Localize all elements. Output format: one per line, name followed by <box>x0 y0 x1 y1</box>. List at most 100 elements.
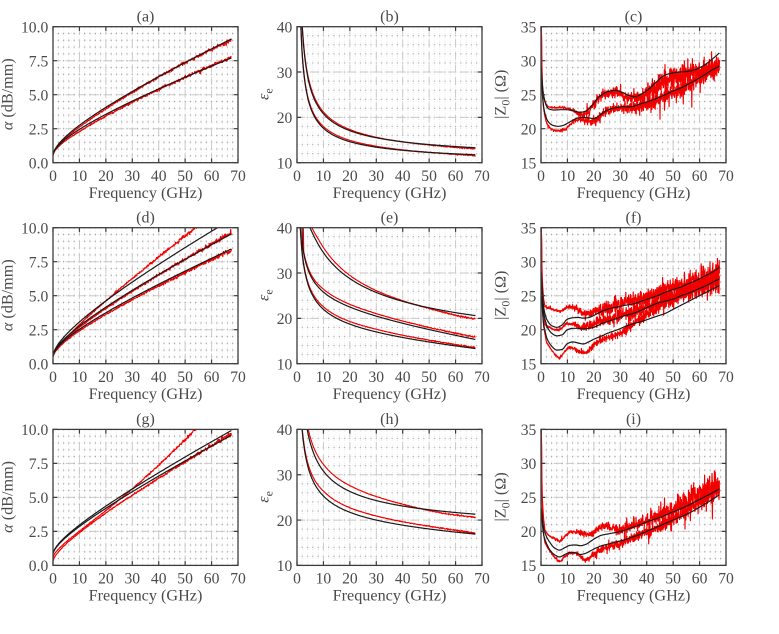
svg-text:30: 30 <box>369 369 385 386</box>
svg-text:Frequency (GHz): Frequency (GHz) <box>333 385 447 403</box>
svg-text:0: 0 <box>537 369 545 386</box>
svg-text:20: 20 <box>98 571 114 588</box>
svg-text:50: 50 <box>177 571 193 588</box>
svg-text:0: 0 <box>537 571 545 588</box>
svg-text:35: 35 <box>521 422 537 439</box>
svg-text:(h): (h) <box>380 411 399 428</box>
svg-text:α (dB/mm): α (dB/mm) <box>0 259 16 331</box>
svg-text:60: 60 <box>692 168 708 185</box>
svg-text:0: 0 <box>49 168 57 185</box>
svg-text:25: 25 <box>521 490 537 507</box>
svg-text:70: 70 <box>230 168 246 185</box>
svg-text:(c): (c) <box>625 8 643 25</box>
svg-text:30: 30 <box>369 168 385 185</box>
svg-text:α (dB/mm): α (dB/mm) <box>0 461 16 533</box>
svg-text:25: 25 <box>521 88 537 105</box>
svg-text:50: 50 <box>421 369 437 386</box>
svg-text:20: 20 <box>586 571 602 588</box>
svg-text:40: 40 <box>277 221 293 238</box>
svg-text:40: 40 <box>151 571 167 588</box>
svg-text:|Z0| (Ω): |Z0| (Ω) <box>491 271 512 320</box>
svg-text:0.0: 0.0 <box>29 558 49 575</box>
svg-text:10: 10 <box>72 571 88 588</box>
svg-text:70: 70 <box>718 571 734 588</box>
svg-text:10: 10 <box>277 156 293 173</box>
svg-text:20: 20 <box>521 524 537 541</box>
svg-text:60: 60 <box>692 571 708 588</box>
svg-text:Frequency (GHz): Frequency (GHz) <box>89 385 203 403</box>
svg-text:20: 20 <box>342 168 358 185</box>
svg-text:50: 50 <box>665 369 681 386</box>
svg-text:40: 40 <box>639 571 655 588</box>
svg-text:30: 30 <box>521 54 537 71</box>
svg-text:60: 60 <box>448 168 464 185</box>
svg-text:30: 30 <box>125 571 141 588</box>
svg-text:15: 15 <box>521 558 537 575</box>
svg-text:15: 15 <box>521 156 537 173</box>
svg-text:0: 0 <box>49 369 57 386</box>
svg-text:Frequency (GHz): Frequency (GHz) <box>577 184 691 202</box>
svg-text:0: 0 <box>293 571 301 588</box>
svg-text:α (dB/mm): α (dB/mm) <box>0 58 16 130</box>
svg-text:0: 0 <box>293 369 301 386</box>
svg-text:20: 20 <box>277 311 293 328</box>
svg-text:30: 30 <box>277 65 293 82</box>
svg-text:10.0: 10.0 <box>21 422 48 439</box>
svg-text:70: 70 <box>474 168 490 185</box>
svg-text:70: 70 <box>474 571 490 588</box>
svg-text:10: 10 <box>316 369 332 386</box>
svg-text:60: 60 <box>448 369 464 386</box>
svg-text:30: 30 <box>277 468 293 485</box>
svg-text:70: 70 <box>230 571 246 588</box>
svg-text:10: 10 <box>560 571 576 588</box>
svg-text:50: 50 <box>665 168 681 185</box>
svg-text:10: 10 <box>277 357 293 374</box>
svg-text:εe: εe <box>255 289 276 301</box>
svg-text:60: 60 <box>204 168 220 185</box>
svg-text:20: 20 <box>586 168 602 185</box>
svg-text:40: 40 <box>395 369 411 386</box>
svg-text:2.5: 2.5 <box>29 122 49 139</box>
svg-text:5.0: 5.0 <box>29 490 49 507</box>
svg-text:0.0: 0.0 <box>29 357 49 374</box>
svg-text:20: 20 <box>586 369 602 386</box>
svg-text:10: 10 <box>72 369 88 386</box>
svg-text:5.0: 5.0 <box>29 289 49 306</box>
svg-text:(e): (e) <box>381 209 399 226</box>
svg-text:30: 30 <box>613 571 629 588</box>
svg-text:2.5: 2.5 <box>29 524 49 541</box>
svg-text:0: 0 <box>537 168 545 185</box>
svg-text:7.5: 7.5 <box>29 54 49 71</box>
svg-text:10.0: 10.0 <box>21 20 48 37</box>
svg-text:0: 0 <box>293 168 301 185</box>
svg-text:50: 50 <box>421 168 437 185</box>
svg-text:(d): (d) <box>136 209 155 226</box>
svg-text:40: 40 <box>277 422 293 439</box>
svg-text:10: 10 <box>560 369 576 386</box>
svg-text:15: 15 <box>521 357 537 374</box>
svg-text:|Z0| (Ω): |Z0| (Ω) <box>491 472 512 521</box>
svg-text:30: 30 <box>125 369 141 386</box>
svg-text:0: 0 <box>49 571 57 588</box>
svg-text:7.5: 7.5 <box>29 456 49 473</box>
svg-text:70: 70 <box>474 369 490 386</box>
svg-text:30: 30 <box>125 168 141 185</box>
svg-text:40: 40 <box>277 20 293 37</box>
svg-text:20: 20 <box>277 110 293 127</box>
svg-text:50: 50 <box>177 168 193 185</box>
svg-text:10.0: 10.0 <box>21 221 48 238</box>
svg-text:30: 30 <box>521 255 537 272</box>
svg-text:5.0: 5.0 <box>29 88 49 105</box>
svg-text:40: 40 <box>395 571 411 588</box>
svg-text:70: 70 <box>718 168 734 185</box>
svg-text:Frequency (GHz): Frequency (GHz) <box>577 385 691 403</box>
svg-text:70: 70 <box>230 369 246 386</box>
svg-text:20: 20 <box>98 168 114 185</box>
svg-text:Frequency (GHz): Frequency (GHz) <box>89 587 203 605</box>
svg-text:50: 50 <box>177 369 193 386</box>
svg-text:(f): (f) <box>626 209 642 226</box>
svg-text:30: 30 <box>521 456 537 473</box>
svg-text:50: 50 <box>665 571 681 588</box>
svg-text:Frequency (GHz): Frequency (GHz) <box>333 587 447 605</box>
svg-text:60: 60 <box>692 369 708 386</box>
